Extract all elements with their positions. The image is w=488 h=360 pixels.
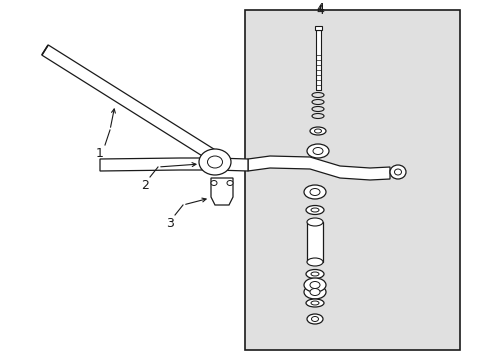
Polygon shape: [41, 45, 223, 165]
Ellipse shape: [389, 165, 405, 179]
Ellipse shape: [226, 180, 232, 185]
Text: 1: 1: [96, 147, 104, 160]
Text: 3: 3: [166, 217, 174, 230]
Ellipse shape: [306, 258, 323, 266]
PathPatch shape: [210, 178, 232, 205]
Ellipse shape: [310, 208, 318, 212]
Ellipse shape: [199, 149, 230, 175]
Ellipse shape: [312, 148, 323, 154]
Ellipse shape: [210, 180, 217, 185]
PathPatch shape: [247, 156, 389, 180]
Ellipse shape: [309, 127, 325, 135]
Ellipse shape: [304, 185, 325, 199]
Ellipse shape: [311, 316, 318, 321]
Ellipse shape: [305, 299, 324, 307]
Ellipse shape: [310, 272, 318, 276]
Text: 4: 4: [315, 4, 323, 17]
PathPatch shape: [100, 158, 247, 171]
Bar: [314, 26, 321, 30]
Ellipse shape: [207, 156, 222, 168]
Ellipse shape: [309, 189, 319, 195]
Bar: [244, 10, 459, 350]
Text: 4: 4: [315, 2, 323, 15]
Ellipse shape: [306, 144, 328, 158]
Ellipse shape: [305, 270, 324, 279]
Bar: [306, 222, 323, 262]
Ellipse shape: [314, 129, 321, 133]
Ellipse shape: [306, 314, 323, 324]
Ellipse shape: [309, 288, 319, 296]
Ellipse shape: [305, 206, 324, 215]
Ellipse shape: [304, 278, 325, 292]
Ellipse shape: [309, 282, 319, 288]
Ellipse shape: [310, 301, 318, 305]
Text: 2: 2: [141, 179, 149, 192]
Ellipse shape: [306, 218, 323, 226]
Ellipse shape: [304, 285, 325, 299]
Bar: [315, 30, 320, 90]
